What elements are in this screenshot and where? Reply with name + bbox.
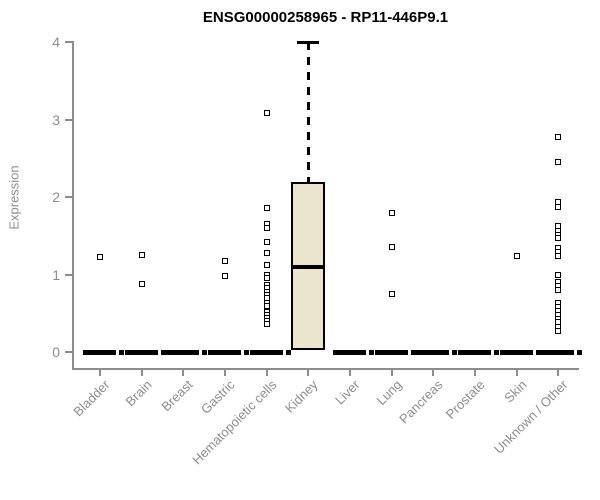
x-axis-tick xyxy=(182,368,185,376)
y-axis-line xyxy=(72,41,74,370)
outlier-point xyxy=(263,204,270,211)
upper-whisker-line xyxy=(306,42,310,182)
outlier-point xyxy=(263,321,270,328)
x-axis-tick xyxy=(432,368,435,376)
x-axis-tick xyxy=(557,368,560,376)
x-axis-tick xyxy=(265,368,268,376)
x-axis-tick xyxy=(223,368,226,376)
outlier-point xyxy=(555,133,562,140)
outlier-point xyxy=(221,257,228,264)
zero-value-bar xyxy=(207,349,241,355)
outlier-point xyxy=(513,252,520,259)
outlier-point xyxy=(263,249,270,256)
zero-value-nub xyxy=(243,349,249,355)
y-axis-tick xyxy=(65,41,73,43)
zero-value-nub xyxy=(493,349,499,355)
outlier-point xyxy=(138,252,145,259)
outlier-point xyxy=(555,204,562,211)
outlier-point xyxy=(555,328,562,335)
y-axis-tick xyxy=(65,118,73,121)
zero-value-bar xyxy=(332,349,366,355)
zero-value-nub xyxy=(368,349,374,355)
zero-value-nub xyxy=(535,349,541,355)
zero-value-nub xyxy=(577,349,583,355)
x-axis-tick xyxy=(348,368,351,376)
zero-value-bar xyxy=(83,349,116,355)
x-axis-tick xyxy=(390,368,393,376)
zero-value-bar xyxy=(374,349,408,355)
y-axis-tick xyxy=(65,351,73,353)
box-median-line xyxy=(291,264,326,270)
upper-whisker-cap xyxy=(297,40,320,44)
zero-value-bar xyxy=(457,349,491,355)
x-axis-tick xyxy=(515,368,518,376)
chart-title: ENSG00000258965 - RP11-446P9.1 xyxy=(202,9,449,26)
x-axis-tick xyxy=(307,368,310,376)
outlier-point xyxy=(263,225,270,231)
zero-value-bar xyxy=(166,349,200,355)
outlier-point xyxy=(263,275,270,282)
zero-value-bar xyxy=(416,349,450,355)
y-axis-tick-label: 0 xyxy=(52,344,60,360)
y-axis-tick-label: 3 xyxy=(52,111,60,128)
outlier-point xyxy=(388,290,395,297)
zero-value-bar xyxy=(541,349,575,355)
x-axis-tick xyxy=(140,368,143,376)
y-axis-tick xyxy=(65,273,73,276)
zero-value-nub xyxy=(285,349,291,355)
outlier-point xyxy=(263,238,270,245)
outlier-point xyxy=(555,159,562,166)
outlier-point xyxy=(221,273,228,280)
zero-value-nub xyxy=(410,349,416,355)
outlier-point xyxy=(388,244,395,251)
x-axis-tick xyxy=(473,368,476,376)
y-axis-label: Expression xyxy=(6,165,22,230)
zero-value-nub xyxy=(160,349,166,355)
zero-value-nub xyxy=(119,349,124,355)
x-axis-line xyxy=(73,368,579,370)
zero-value-bar xyxy=(249,349,283,355)
y-axis-tick xyxy=(65,196,73,198)
outlier-point xyxy=(555,287,562,293)
outlier-point xyxy=(97,254,103,261)
outlier-point xyxy=(555,252,562,259)
y-axis-tick-label: 2 xyxy=(52,189,60,205)
y-axis-tick-label: 1 xyxy=(52,266,60,283)
zero-value-nub xyxy=(452,349,458,355)
outlier-point xyxy=(263,262,270,269)
x-axis-tick xyxy=(99,368,101,376)
outlier-point xyxy=(138,280,145,287)
outlier-point xyxy=(555,272,562,279)
outlier-point xyxy=(388,209,395,216)
y-axis-tick-label: 4 xyxy=(52,34,60,50)
outlier-point xyxy=(263,110,270,117)
zero-value-bar xyxy=(499,349,533,355)
zero-value-nub xyxy=(202,349,208,355)
outlier-point xyxy=(555,235,562,242)
zero-value-bar xyxy=(124,349,158,355)
